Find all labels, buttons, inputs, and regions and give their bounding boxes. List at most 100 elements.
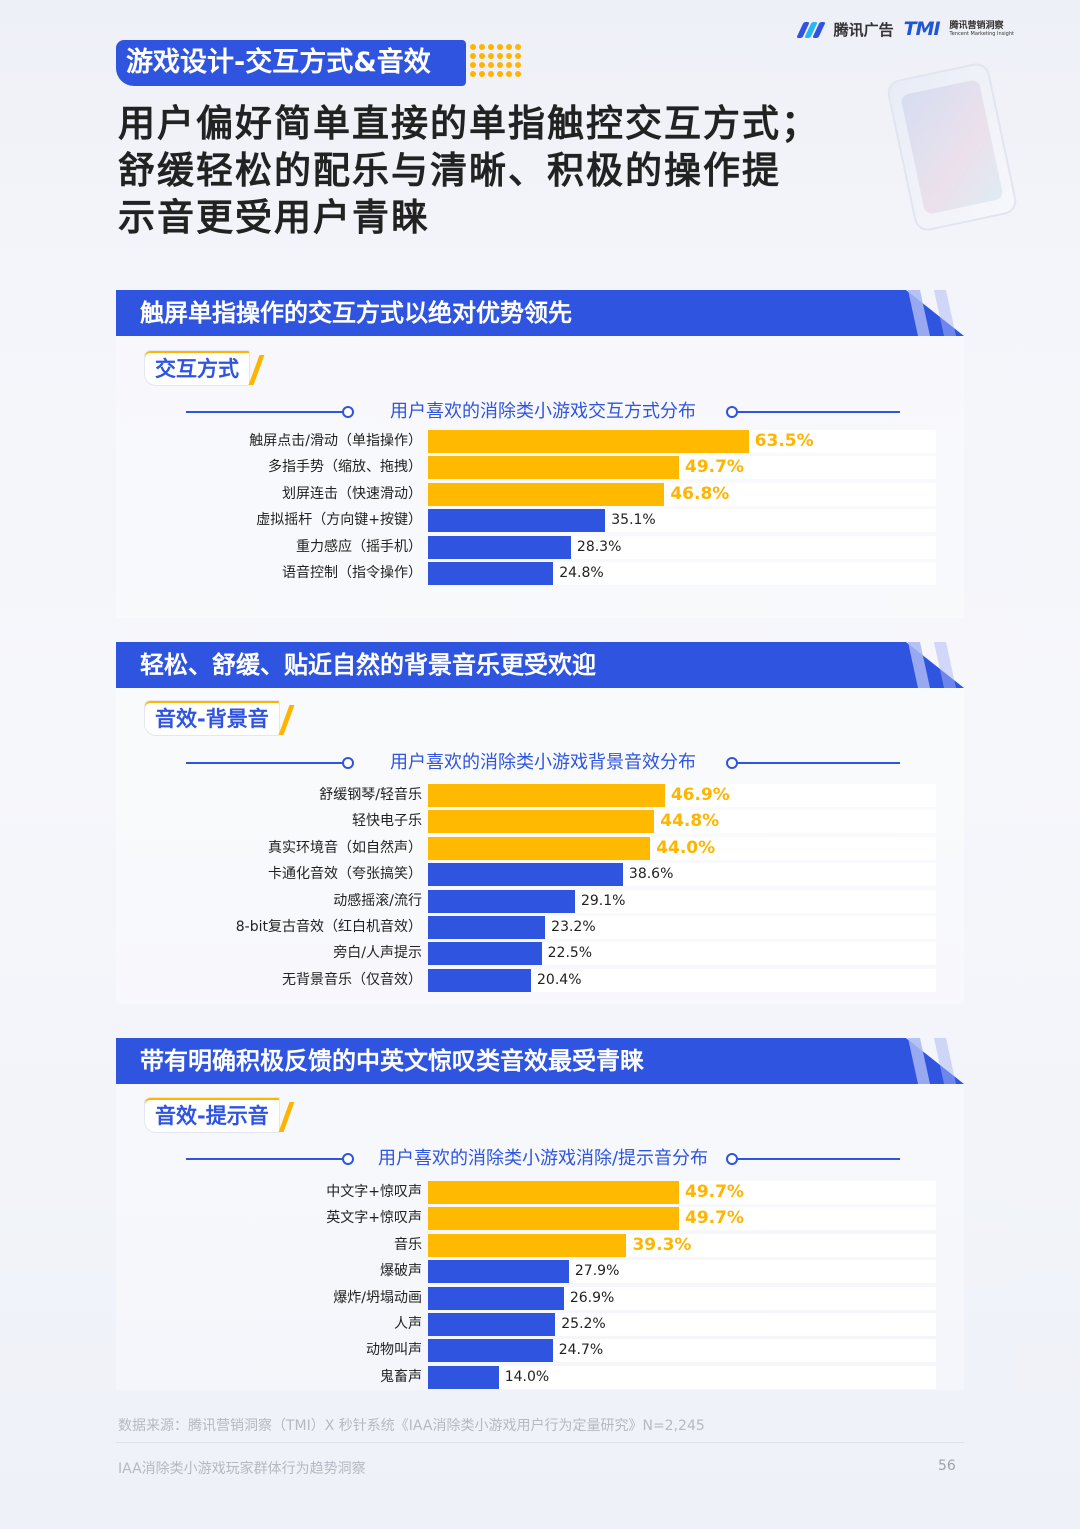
headline-line-2: 舒缓轻松的配乐与清晰、积极的操作提: [118, 149, 781, 192]
section-tag: 游戏设计-交互方式&音效: [116, 40, 466, 86]
value-label: 25.2%: [561, 1316, 606, 1332]
category-label: 语音控制（指令操作）: [282, 565, 422, 581]
bar-row: 爆破声 27.9%: [116, 1260, 936, 1284]
bar-row: 重力感应（摇手机） 28.3%: [116, 535, 936, 559]
category-label: 8-bit复古音效（红白机音效）: [235, 919, 422, 935]
bar-row: 虚拟摇杆（方向键+按键） 35.1%: [116, 509, 936, 533]
tencent-ads-logo-icon: [795, 20, 826, 38]
bar: [428, 562, 554, 585]
value-label: 46.8%: [670, 483, 730, 504]
category-label: 动物叫声: [366, 1342, 422, 1359]
subtag-label: 交互方式: [155, 357, 239, 381]
bar: [428, 942, 542, 966]
value-label: 44.8%: [660, 811, 720, 832]
data-source: 数据来源：腾讯营销洞察（TMI）X 秒针系统《IAA消除类小游戏用户行为定量研究…: [118, 1418, 705, 1434]
value-label: 49.7%: [684, 457, 744, 478]
bar: [428, 1260, 569, 1284]
value-label: 46.9%: [670, 785, 730, 805]
tmi-logo-icon: TMI: [903, 18, 941, 40]
bar-row: 卡通化音效（夸张搞笑） 38.6%: [116, 863, 936, 887]
bar-track: [428, 968, 936, 992]
category-label: 舒缓钢琴/轻音乐: [319, 787, 422, 803]
bar-row: 音乐 39.3%: [116, 1233, 936, 1257]
bar: [428, 1233, 627, 1257]
value-label: 22.5%: [547, 945, 593, 962]
category-label: 真实环境音（如自然声）: [268, 839, 422, 856]
category-label: 人声: [394, 1316, 422, 1332]
bar: [428, 889, 575, 913]
chart-3-title-text: 用户喜欢的消除类小游戏消除/提示音分布: [377, 1148, 709, 1169]
footer-title: IAA消除类小游戏玩家群体行为趋势洞察: [118, 1461, 366, 1477]
bar-row: 无背景音乐（仅音效） 20.4%: [116, 968, 936, 992]
category-label: 动感摇滚/流行: [333, 892, 422, 909]
bar: [428, 456, 679, 480]
value-label: 14.0%: [504, 1368, 550, 1385]
value-label: 49.7%: [684, 1208, 744, 1229]
bar-track: [428, 1339, 936, 1363]
footer-divider: [116, 1442, 964, 1443]
category-label: 重力感应（摇手机）: [296, 538, 422, 555]
value-label: 20.4%: [537, 971, 582, 988]
bar: [428, 430, 749, 453]
phone-illustration: [885, 60, 1019, 234]
bar-row: 鬼畜声 14.0%: [116, 1365, 936, 1389]
bar-row: 真实环境音（如自然声） 44.0%: [116, 836, 936, 860]
value-label: 38.6%: [628, 866, 674, 883]
section-3-subtag: 音效-提示音: [144, 1097, 295, 1133]
section-2-banner: 轻松、舒缓、贴近自然的背景音乐更受欢迎: [116, 642, 964, 688]
bar: [428, 1339, 553, 1363]
value-label: 29.1%: [580, 892, 626, 909]
bar-row: 触屏点击/滑动（单指操作） 63.5%: [116, 430, 936, 453]
value-label: 49.7%: [684, 1182, 744, 1202]
page-headline: 用户偏好简单直接的单指触控交互方式； 舒缓轻松的配乐与清晰、积极的操作提 示音更…: [118, 100, 878, 241]
bar-row: 动感摇滚/流行 29.1%: [116, 889, 936, 913]
tmi-brand-en: Tencent Marketing Insight: [949, 31, 1014, 37]
value-label: 27.9%: [574, 1263, 620, 1280]
bar-track: [428, 942, 936, 966]
bar: [428, 535, 571, 559]
bar-row: 语音控制（指令操作） 24.8%: [116, 562, 936, 585]
category-label: 划屏连击（快速滑动）: [282, 485, 422, 502]
tmi-brand: 腾讯营销洞察 Tencent Marketing Insight: [950, 21, 1014, 37]
bar: [428, 1207, 679, 1231]
bar: [428, 810, 655, 834]
bar: [428, 784, 665, 807]
bar-row: 人声 25.2%: [116, 1313, 936, 1336]
category-label: 卡通化音效（夸张搞笑）: [268, 866, 422, 883]
chart-2-title-text: 用户喜欢的消除类小游戏背景音效分布: [390, 752, 696, 773]
bar: [428, 863, 623, 887]
bar: [428, 1286, 564, 1310]
value-label: 24.8%: [559, 565, 604, 581]
bar-row: 旁白/人声提示 22.5%: [116, 942, 936, 966]
subtag-label: 音效-提示音: [155, 1104, 269, 1128]
bar-row: 中文字+惊叹声 49.7%: [116, 1181, 936, 1204]
section-3-banner: 带有明确积极反馈的中英文惊叹类音效最受青睐: [116, 1038, 964, 1084]
chart-3-title: 用户喜欢的消除类小游戏消除/提示音分布: [186, 1147, 900, 1171]
bar-row: 划屏连击（快速滑动） 46.8%: [116, 482, 936, 506]
bar-row: 爆炸/坍塌动画 26.9%: [116, 1286, 936, 1310]
chart-2-title: 用户喜欢的消除类小游戏背景音效分布: [186, 751, 900, 775]
category-label: 多指手势（缩放、拖拽）: [268, 459, 422, 476]
bar-row: 舒缓钢琴/轻音乐 46.9%: [116, 784, 936, 807]
bar-track: [428, 562, 936, 585]
bar: [428, 1313, 556, 1336]
bar: [428, 916, 546, 939]
category-label: 虚拟摇杆（方向键+按键）: [256, 512, 422, 529]
section-2-subtag: 音效-背景音: [144, 700, 295, 736]
category-label: 爆炸/坍塌动画: [333, 1289, 422, 1306]
value-label: 44.0%: [656, 837, 716, 858]
bar: [428, 836, 651, 860]
header-logos: 腾讯广告 TMI 腾讯营销洞察 Tencent Marketing Insigh…: [795, 18, 1014, 40]
category-label: 旁白/人声提示: [333, 945, 422, 962]
value-label: 28.3%: [576, 538, 622, 555]
bar: [428, 509, 606, 533]
subtag-label: 音效-背景音: [155, 707, 269, 731]
tmi-brand-name: 腾讯营销洞察: [949, 21, 1004, 31]
bar: [428, 1181, 679, 1204]
bar-track: [428, 916, 936, 939]
bar-row: 英文字+惊叹声 49.7%: [116, 1207, 936, 1231]
bar: [428, 968, 532, 992]
bar-row: 8-bit复古音效（红白机音效） 23.2%: [116, 916, 936, 939]
brand-tencent-ads: 腾讯广告: [833, 20, 894, 39]
category-label: 无背景音乐（仅音效）: [282, 971, 422, 988]
